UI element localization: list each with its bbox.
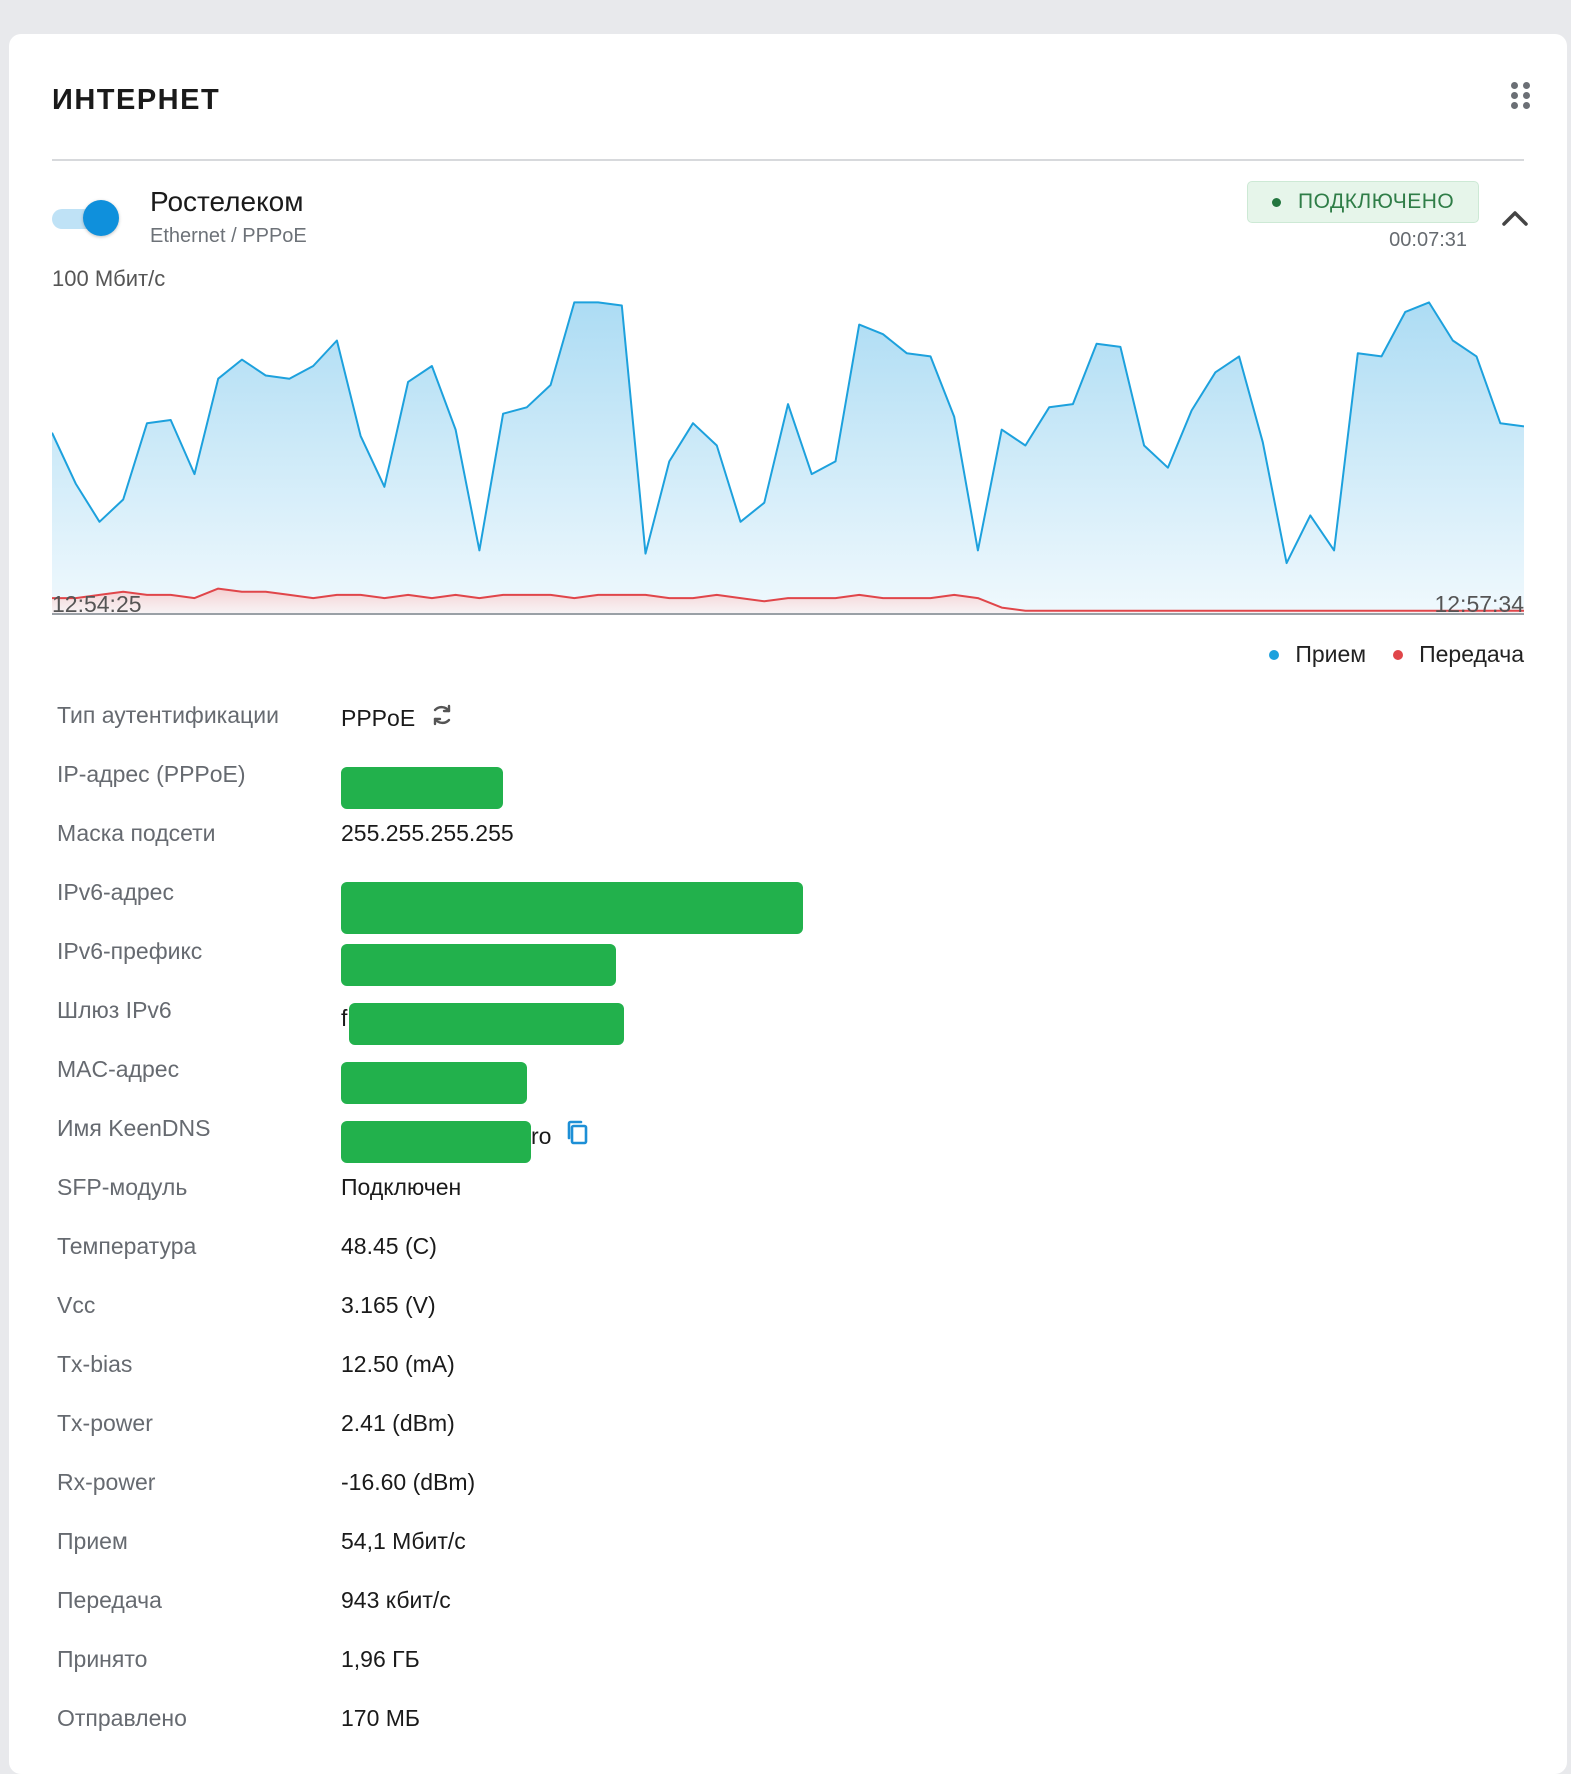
legend-item-rx: Прием [1269, 641, 1366, 668]
temperature-value: 48.45 (C) [341, 1233, 437, 1259]
detail-row-rx-rate: Прием 54,1 Мбит/с [57, 1528, 466, 1554]
traffic-chart [51, 296, 1525, 616]
widget-title: ИНТЕРНЕТ [52, 84, 221, 116]
detail-row-mac: MAC-адрес [57, 1056, 1517, 1115]
detail-row-sfp: SFP-модуль Подключен [57, 1174, 462, 1200]
redacted-value [349, 1003, 625, 1045]
detail-row-ipv6: IPv6-адрес [57, 879, 1517, 938]
chart-x-end-label: 12:57:34 [1434, 591, 1524, 617]
redacted-value [341, 767, 503, 809]
detail-row-auth-type: Тип аутентификации PPPoE [57, 702, 1517, 761]
series-line-rx [51, 301, 1525, 565]
tx-power-value: 2.41 (dBm) [341, 1410, 455, 1436]
detail-row-tx-bias: Tx-bias 12.50 (mA) [57, 1351, 455, 1377]
uptime: 00:07:31 [1389, 229, 1467, 251]
redacted-value [341, 882, 803, 934]
provider-name: Ростелеком [150, 186, 304, 217]
series-area-rx [52, 302, 1524, 614]
rx-rate-value: 54,1 Мбит/с [341, 1528, 466, 1554]
tx-bias-value: 12.50 (mA) [341, 1351, 455, 1377]
drag-handle-icon[interactable] [1511, 82, 1531, 112]
sent-value: 170 МБ [341, 1705, 421, 1731]
sfp-value: Подключен [341, 1174, 462, 1200]
header-divider [52, 159, 1524, 161]
chart-legend: Прием Передача [1242, 641, 1524, 668]
rx-power-value: -16.60 (dBm) [341, 1469, 476, 1495]
detail-row-ipv6-gateway: Шлюз IPv6 f [57, 997, 1517, 1056]
connection-details: Тип аутентификации PPPoE IP-адрес (PPPoE… [57, 702, 1517, 1764]
chart-y-max-label: 100 Мбит/с [52, 266, 166, 291]
detail-row-rx-power: Rx-power -16.60 (dBm) [57, 1469, 476, 1495]
status-dot-icon [1272, 197, 1281, 207]
series-area-tx [52, 588, 1524, 614]
tx-rate-value: 943 кбит/с [341, 1587, 451, 1613]
legend-dot-icon [1393, 649, 1404, 660]
connection-toggle[interactable] [52, 200, 122, 236]
chart-x-start-label: 12:54:25 [52, 591, 142, 617]
legend-dot-icon [1269, 649, 1280, 660]
redacted-value [341, 944, 616, 986]
detail-row-ipv6-prefix: IPv6-префикс [57, 938, 1517, 997]
refresh-icon[interactable] [429, 702, 455, 734]
detail-row-temperature: Температура 48.45 (C) [57, 1233, 437, 1259]
legend-label-rx: Прием [1295, 641, 1367, 667]
detail-row-vcc: Vcc 3.165 (V) [57, 1292, 436, 1318]
status-badge: ПОДКЛЮЧЕНО [1247, 181, 1480, 223]
connection-type: Ethernet / PPPoE [150, 225, 307, 247]
legend-label-tx: Передача [1419, 641, 1524, 667]
detail-row-keendns: Имя KeenDNS ro [57, 1115, 1517, 1174]
copy-icon[interactable] [565, 1119, 591, 1153]
detail-row-received: Принято 1,96 ГБ [57, 1646, 420, 1672]
detail-row-sent: Отправлено 170 МБ [57, 1705, 421, 1731]
subnet-mask-value: 255.255.255.255 [341, 820, 514, 846]
detail-row-mask: Маска подсети 255.255.255.255 [57, 820, 514, 846]
received-value: 1,96 ГБ [341, 1646, 420, 1672]
redacted-value [341, 1062, 527, 1104]
gateway-value-prefix: f [341, 1004, 348, 1031]
legend-item-tx: Передача [1393, 641, 1524, 668]
keendns-value-suffix: ro [531, 1122, 552, 1149]
detail-row-tx-rate: Передача 943 кбит/с [57, 1587, 451, 1613]
redacted-value [341, 1121, 531, 1163]
detail-row-tx-power: Tx-power 2.41 (dBm) [57, 1410, 455, 1436]
series-line-tx [52, 587, 1524, 612]
status-text: ПОДКЛЮЧЕНО [1298, 190, 1455, 213]
vcc-value: 3.165 (V) [341, 1292, 436, 1318]
internet-widget: ИНТЕРНЕТ Ростелеком Ethernet / PPPoE ПОД… [9, 34, 1567, 1774]
detail-row-ip: IP-адрес (PPPoE) [57, 761, 1517, 820]
auth-type-value: PPPoE [341, 704, 416, 731]
chevron-up-icon[interactable] [1498, 202, 1532, 232]
